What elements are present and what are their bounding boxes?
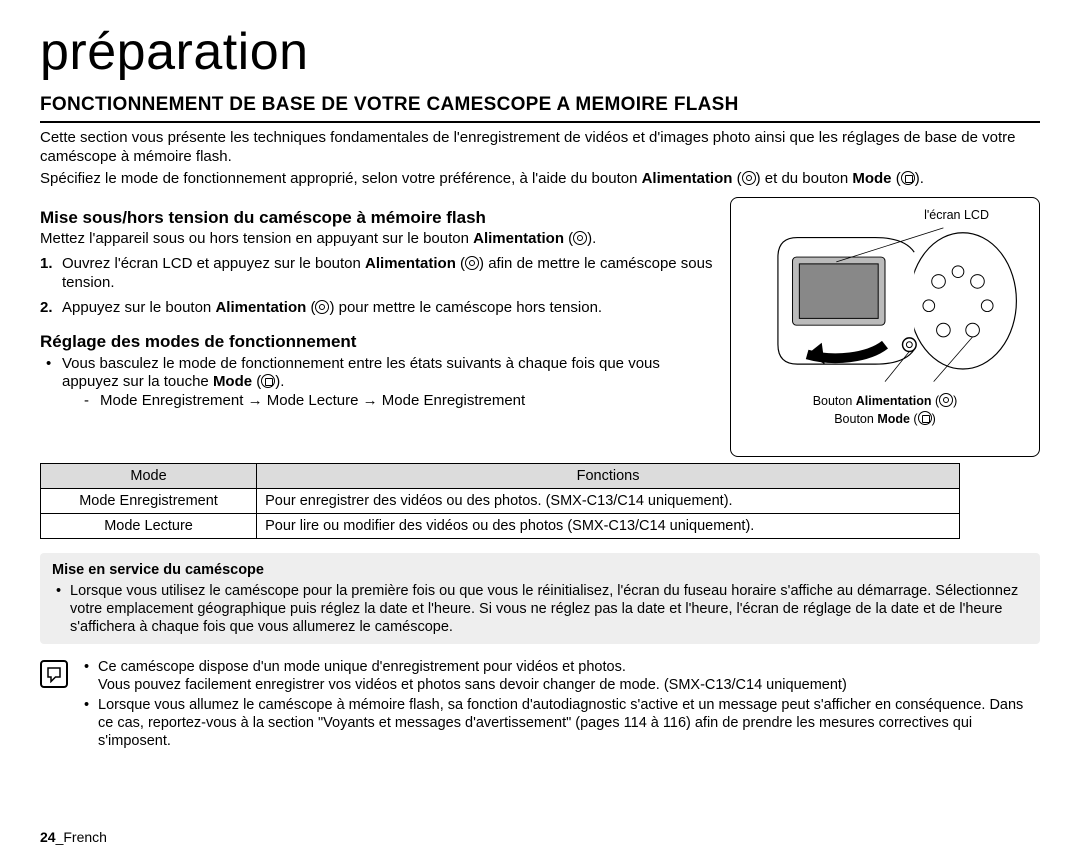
power-icon bbox=[573, 231, 587, 245]
text: Appuyez sur le bouton bbox=[62, 299, 215, 316]
bold-power: Alimentation bbox=[215, 299, 306, 316]
text: et du bouton bbox=[761, 170, 853, 187]
page-footer: 24_French bbox=[40, 829, 107, 847]
cell-func: Pour lire ou modifier des vidéos ou des … bbox=[257, 514, 960, 539]
power-heading: Mise sous/hors tension du caméscope à mé… bbox=[40, 207, 714, 228]
power-icon bbox=[939, 393, 953, 407]
power-icon bbox=[465, 256, 479, 270]
text: Ouvrez l'écran LCD et appuyez sur le bou… bbox=[62, 255, 365, 272]
bold-mode: Mode bbox=[877, 412, 910, 426]
mode-sequence: Mode Enregistrement → Mode Lecture → Mod… bbox=[84, 392, 714, 411]
power-icon bbox=[315, 300, 329, 314]
table-row: Mode Lecture Pour lire ou modifier des v… bbox=[41, 514, 960, 539]
mode-bullet-1: Vous basculez le mode de fonctionnement … bbox=[40, 355, 714, 411]
page-title: préparation bbox=[40, 20, 1040, 85]
note-icon bbox=[40, 660, 68, 688]
power-icon bbox=[742, 171, 756, 185]
modes-heading: Réglage des modes de fonctionnement bbox=[40, 331, 714, 352]
page-lang: _French bbox=[56, 829, 107, 845]
bold-mode: Mode bbox=[213, 373, 252, 390]
bold-power: Alimentation bbox=[365, 255, 456, 272]
bold-power: Alimentation bbox=[642, 170, 733, 187]
col-functions: Fonctions bbox=[257, 464, 960, 489]
bold-power: Alimentation bbox=[856, 394, 932, 408]
mode-dash: Mode Enregistrement → Mode Lecture → Mod… bbox=[62, 392, 714, 411]
cell-func: Pour enregistrer des vidéos ou des photo… bbox=[257, 489, 960, 514]
table-row: Mode Enregistrement Pour enregistrer des… bbox=[41, 489, 960, 514]
text: . bbox=[920, 170, 924, 187]
modes-bullets: Vous basculez le mode de fonctionnement … bbox=[40, 355, 714, 411]
text: . bbox=[592, 230, 596, 247]
page-number: 24 bbox=[40, 829, 56, 845]
note-bullet-2: Lorsque vous allumez le caméscope à mémo… bbox=[98, 696, 1040, 750]
lcd-label: l'écran LCD bbox=[924, 208, 989, 224]
step-1: 1. Ouvrez l'écran LCD et appuyez sur le … bbox=[40, 255, 714, 293]
cell-mode: Mode Enregistrement bbox=[41, 489, 257, 514]
note-text: Ce caméscope dispose d'un mode unique d'… bbox=[82, 658, 1040, 753]
note-bullet-1: Ce caméscope dispose d'un mode unique d'… bbox=[98, 658, 1040, 694]
box-title: Mise en service du caméscope bbox=[52, 561, 1028, 579]
camcorder-illustration bbox=[739, 206, 1031, 386]
text: Spécifiez le mode de fonctionnement appr… bbox=[40, 170, 642, 187]
bold-power: Alimentation bbox=[473, 230, 564, 247]
modes-table: Mode Fonctions Mode Enregistrement Pour … bbox=[40, 463, 960, 539]
text: Vous pouvez facilement enregistrer vos v… bbox=[98, 677, 847, 693]
mode-icon bbox=[261, 374, 275, 388]
power-line: Mettez l'appareil sous ou hors tension e… bbox=[40, 230, 714, 249]
text: . bbox=[280, 373, 284, 390]
section-heading: FONCTIONNEMENT DE BASE DE VOTRE CAMESCOP… bbox=[40, 93, 1040, 123]
cell-mode: Mode Lecture bbox=[41, 514, 257, 539]
intro-paragraph-1: Cette section vous présente les techniqu… bbox=[40, 129, 1040, 167]
text: Bouton bbox=[834, 412, 877, 426]
mode-button-label: Bouton Mode () bbox=[739, 411, 1031, 428]
text: Ce caméscope dispose d'un mode unique d'… bbox=[98, 659, 626, 675]
power-steps: 1. Ouvrez l'écran LCD et appuyez sur le … bbox=[40, 255, 714, 317]
text: Bouton bbox=[813, 394, 856, 408]
text: Mettez l'appareil sous ou hors tension e… bbox=[40, 230, 473, 247]
startup-box: Mise en service du caméscope Lorsque vou… bbox=[40, 553, 1040, 644]
col-mode: Mode bbox=[41, 464, 257, 489]
intro-paragraph-2: Spécifiez le mode de fonctionnement appr… bbox=[40, 170, 1040, 189]
text: Vous basculez le mode de fonctionnement … bbox=[62, 355, 660, 391]
table-header-row: Mode Fonctions bbox=[41, 464, 960, 489]
box-bullet: Lorsque vous utilisez le caméscope pour … bbox=[70, 582, 1028, 636]
power-button-label: Bouton Alimentation () bbox=[739, 393, 1031, 410]
text: pour mettre le caméscope hors tension. bbox=[334, 299, 602, 316]
camcorder-figure: l'écran LCD Bouton bbox=[730, 197, 1040, 457]
bold-mode: Mode bbox=[852, 170, 891, 187]
step-2: 2. Appuyez sur le bouton Alimentation ()… bbox=[40, 299, 714, 318]
note-block: Ce caméscope dispose d'un mode unique d'… bbox=[40, 658, 1040, 753]
mode-icon bbox=[918, 411, 932, 425]
mode-icon bbox=[901, 171, 915, 185]
